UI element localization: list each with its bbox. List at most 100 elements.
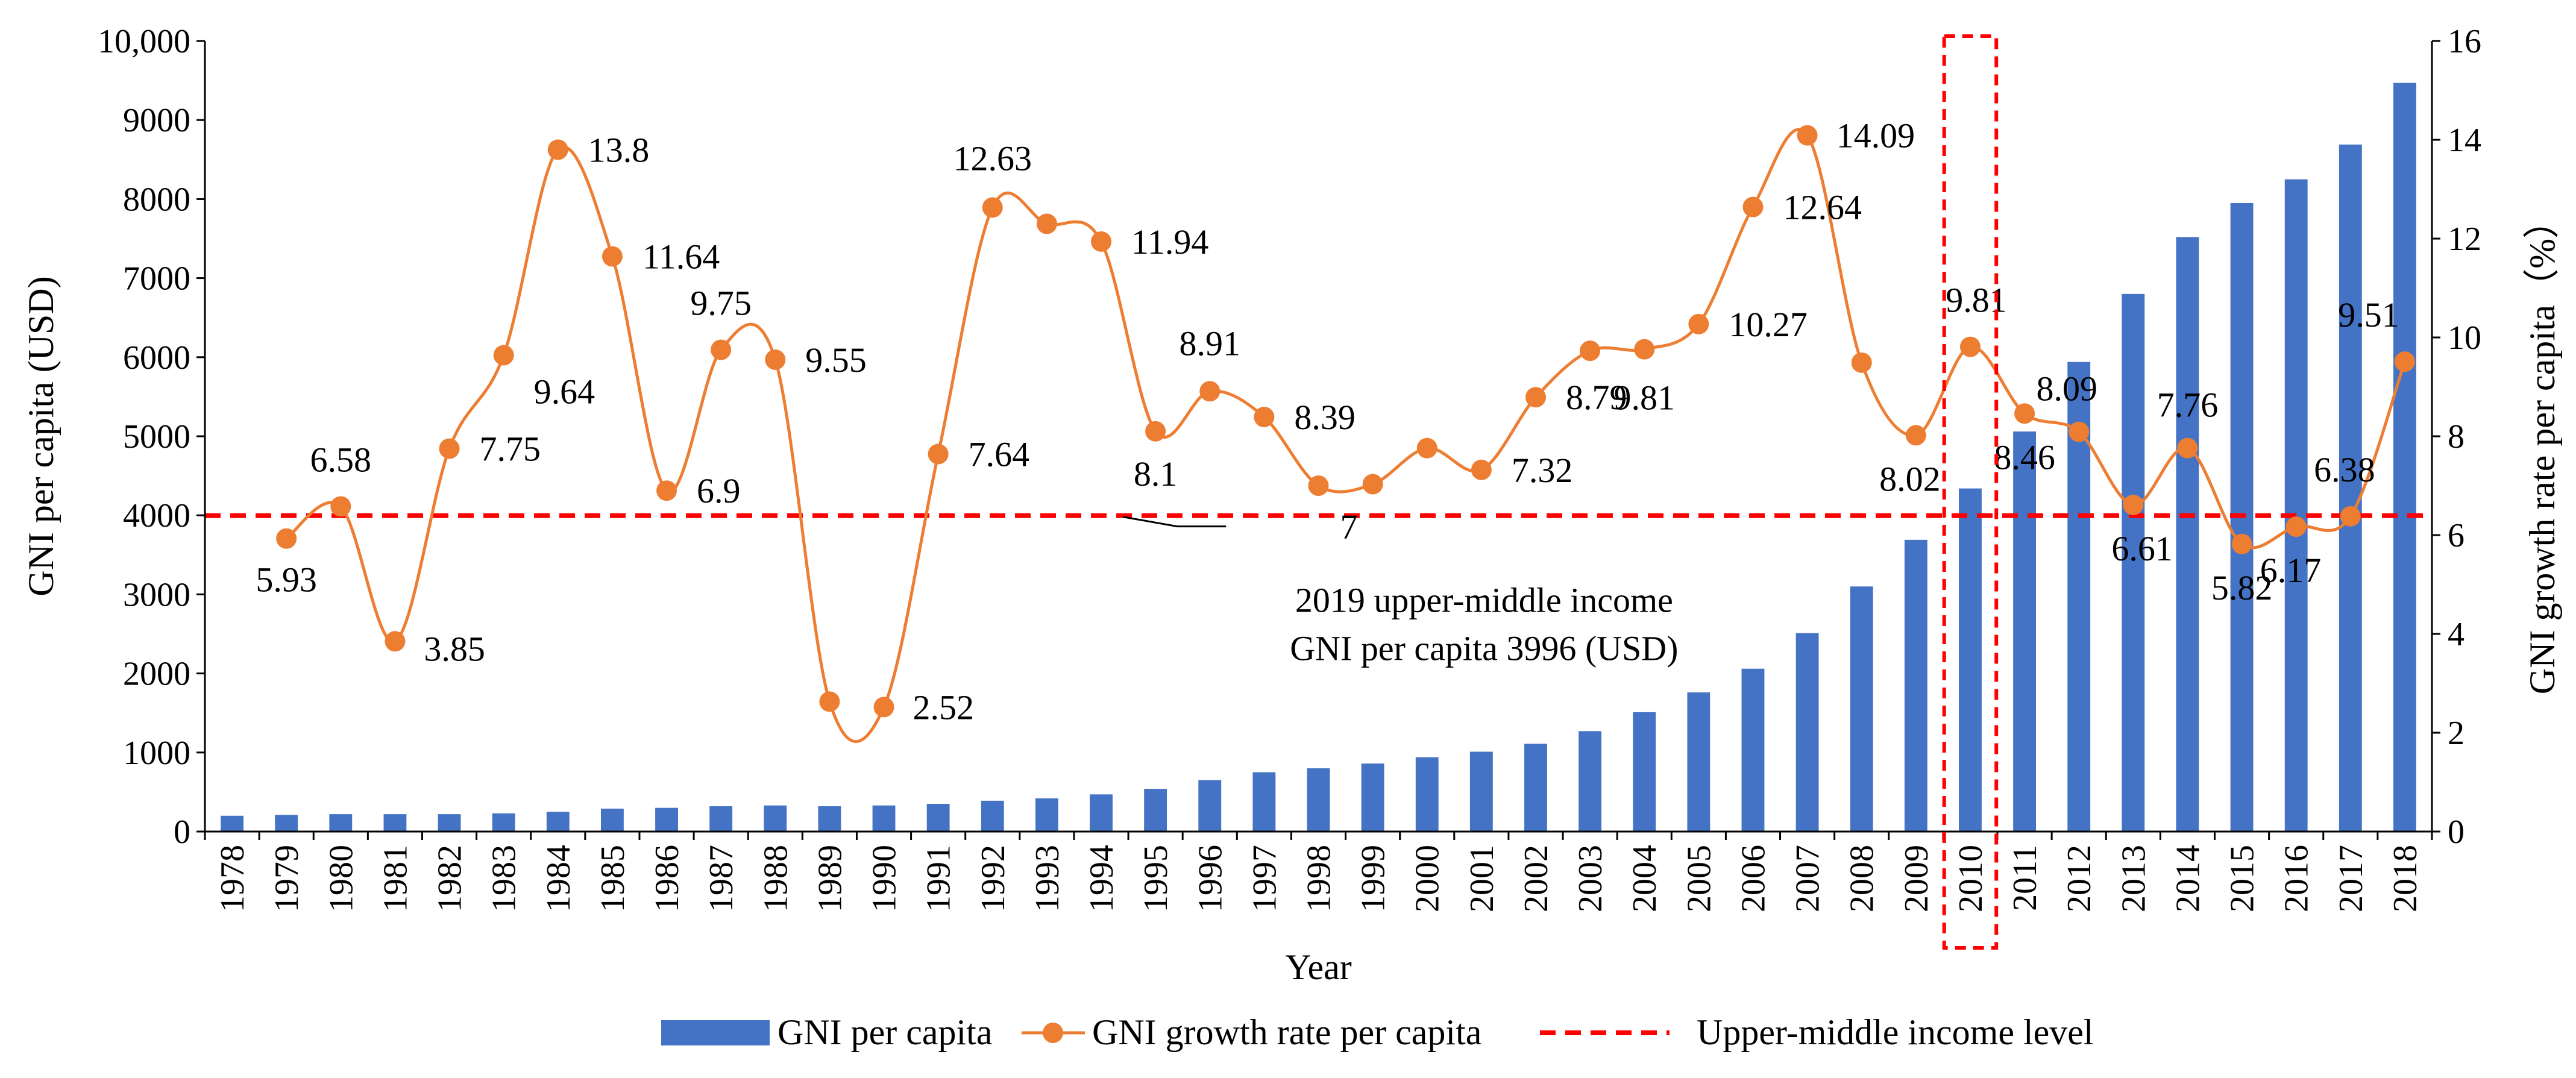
growth-label-1985: 11.64 [642,237,720,277]
left-tick-label: 1000 [123,735,190,772]
growth-label-2001: 7.32 [1512,451,1573,490]
x-tick-label-2007: 2007 [1789,845,1827,912]
left-tick-label: 9000 [123,102,190,139]
growth-point-1999 [1362,474,1383,495]
growth-point-2004 [1634,339,1655,360]
bar-2018 [2393,83,2416,832]
bar-1981 [383,814,407,832]
x-tick-label-2014: 2014 [2169,845,2207,912]
bar-2004 [1633,712,1656,832]
growth-label-2002: 8.79 [1566,378,1627,417]
bar-2007 [1795,633,1819,832]
highlight-2010-box [1942,34,1999,950]
left-tick-label: 7000 [123,260,190,298]
growth-point-1998 [1308,475,1329,496]
growth-point-1994 [1091,231,1112,252]
growth-point-1997 [1254,407,1275,428]
x-tick-label-1981: 1981 [377,845,414,912]
bar-2010 [1959,488,1982,832]
growth-point-1987 [711,339,732,360]
x-tick-label-2004: 2004 [1626,845,1663,912]
bar-1998 [1307,768,1330,832]
growth-label-1988: 9.55 [805,340,867,380]
left-axis-title: GNI per capita (USD) [21,276,61,596]
growth-label-1982: 7.75 [480,430,541,469]
growth-label-2017: 6.38 [2314,450,2375,489]
growth-point-2008 [1851,352,1872,373]
left-tick-label: 2000 [123,656,190,693]
left-tick-label: 0 [174,813,190,851]
x-tick-label-2005: 2005 [1680,845,1718,912]
bar-1996 [1198,780,1222,832]
bar-1987 [709,806,733,832]
growth-point-1996 [1199,381,1220,402]
growth-label-2016: 6.17 [2260,551,2322,590]
bar-2002 [1524,744,1547,832]
x-tick-label-2015: 2015 [2224,845,2261,912]
legend: GNI per capita GNI growth rate per capit… [661,1012,2094,1052]
bar-1993 [1035,798,1058,832]
growth-point-1993 [1036,213,1057,234]
bar-1989 [818,806,841,832]
bar-1994 [1090,794,1113,832]
x-axis-title: Year [1285,947,1352,987]
growth-label-1987: 9.75 [690,284,752,323]
growth-label-2015: 5.82 [2211,568,2273,607]
growth-point-1985 [602,246,623,267]
growth-point-2005 [1688,313,1709,334]
left-tick-label: 5000 [123,418,190,456]
growth-point-1980 [330,496,351,517]
bar-2016 [2284,179,2308,832]
growth-point-1991 [928,443,949,465]
right-axis-ticks: 0 2 4 6 8 10 12 14 16 [2432,23,2481,851]
growth-label-1991: 7.64 [969,435,1030,474]
x-tick-label-2017: 2017 [2333,845,2370,912]
bar-2006 [1741,668,1765,832]
x-tick-label-1994: 1994 [1083,845,1120,912]
growth-point-2018 [2394,351,2415,372]
growth-point-1984 [547,139,568,160]
right-axis-title: GNI growth rate per capita（%） [2522,202,2562,694]
x-tick-label-1993: 1993 [1029,845,1066,912]
growth-point-1988 [765,349,786,370]
left-tick-label: 10,000 [98,23,190,60]
x-tick-label-1999: 1999 [1355,845,1392,912]
growth-point-2001 [1471,459,1492,480]
growth-label-2018: 9.51 [2338,295,2399,334]
growth-point-2000 [1416,437,1437,459]
x-tick-label-2011: 2011 [2006,845,2044,911]
bar-2005 [1687,692,1711,832]
growth-point-1995 [1145,421,1166,442]
left-tick-label: 8000 [123,181,190,218]
bar-1983 [492,813,515,832]
annotation-text-line2: GNI per capita 3996 (USD) [1290,629,1678,668]
x-tick-label-1982: 1982 [432,845,469,912]
growth-label-2005: 10.27 [1729,305,1808,344]
x-axis-tick-labels: 1978 1979 1980 1981 1982 1983 1984 1985 1986 1987… [204,832,2433,912]
annotation-group: 2019 upper-middle income GNI per capita … [1122,516,1679,668]
growth-point-1989 [819,691,840,712]
right-tick-label: 0 [2448,813,2464,851]
x-tick-label-1979: 1979 [268,845,306,912]
growth-point-2011 [2014,403,2035,424]
left-axis-ticks: 0 1000 2000 3000 4000 5000 6000 7000 8000 9000 10,… [98,23,205,851]
growth-label-2007: 14.09 [1836,116,1915,155]
x-tick-label-1978: 1978 [214,845,251,912]
x-tick-label-1996: 1996 [1192,845,1229,912]
growth-label-2014: 7.76 [2157,386,2219,425]
growth-point-1990 [873,697,894,718]
x-tick-label-2016: 2016 [2278,845,2316,912]
growth-label-1979: 5.93 [256,560,317,600]
bar-1986 [655,807,678,832]
right-tick-label: 14 [2448,122,2481,159]
legend-marker-swatch [1043,1023,1063,1043]
growth-point-2014 [2177,437,2198,459]
annotation-leader-line [1122,516,1227,528]
x-tick-label-2002: 2002 [1518,845,1555,912]
bar-2001 [1469,751,1493,832]
x-tick-label-2009: 2009 [1898,845,1935,912]
axes [204,41,2433,833]
x-tick-label-2013: 2013 [2115,845,2152,912]
bar-2013 [2122,293,2145,832]
